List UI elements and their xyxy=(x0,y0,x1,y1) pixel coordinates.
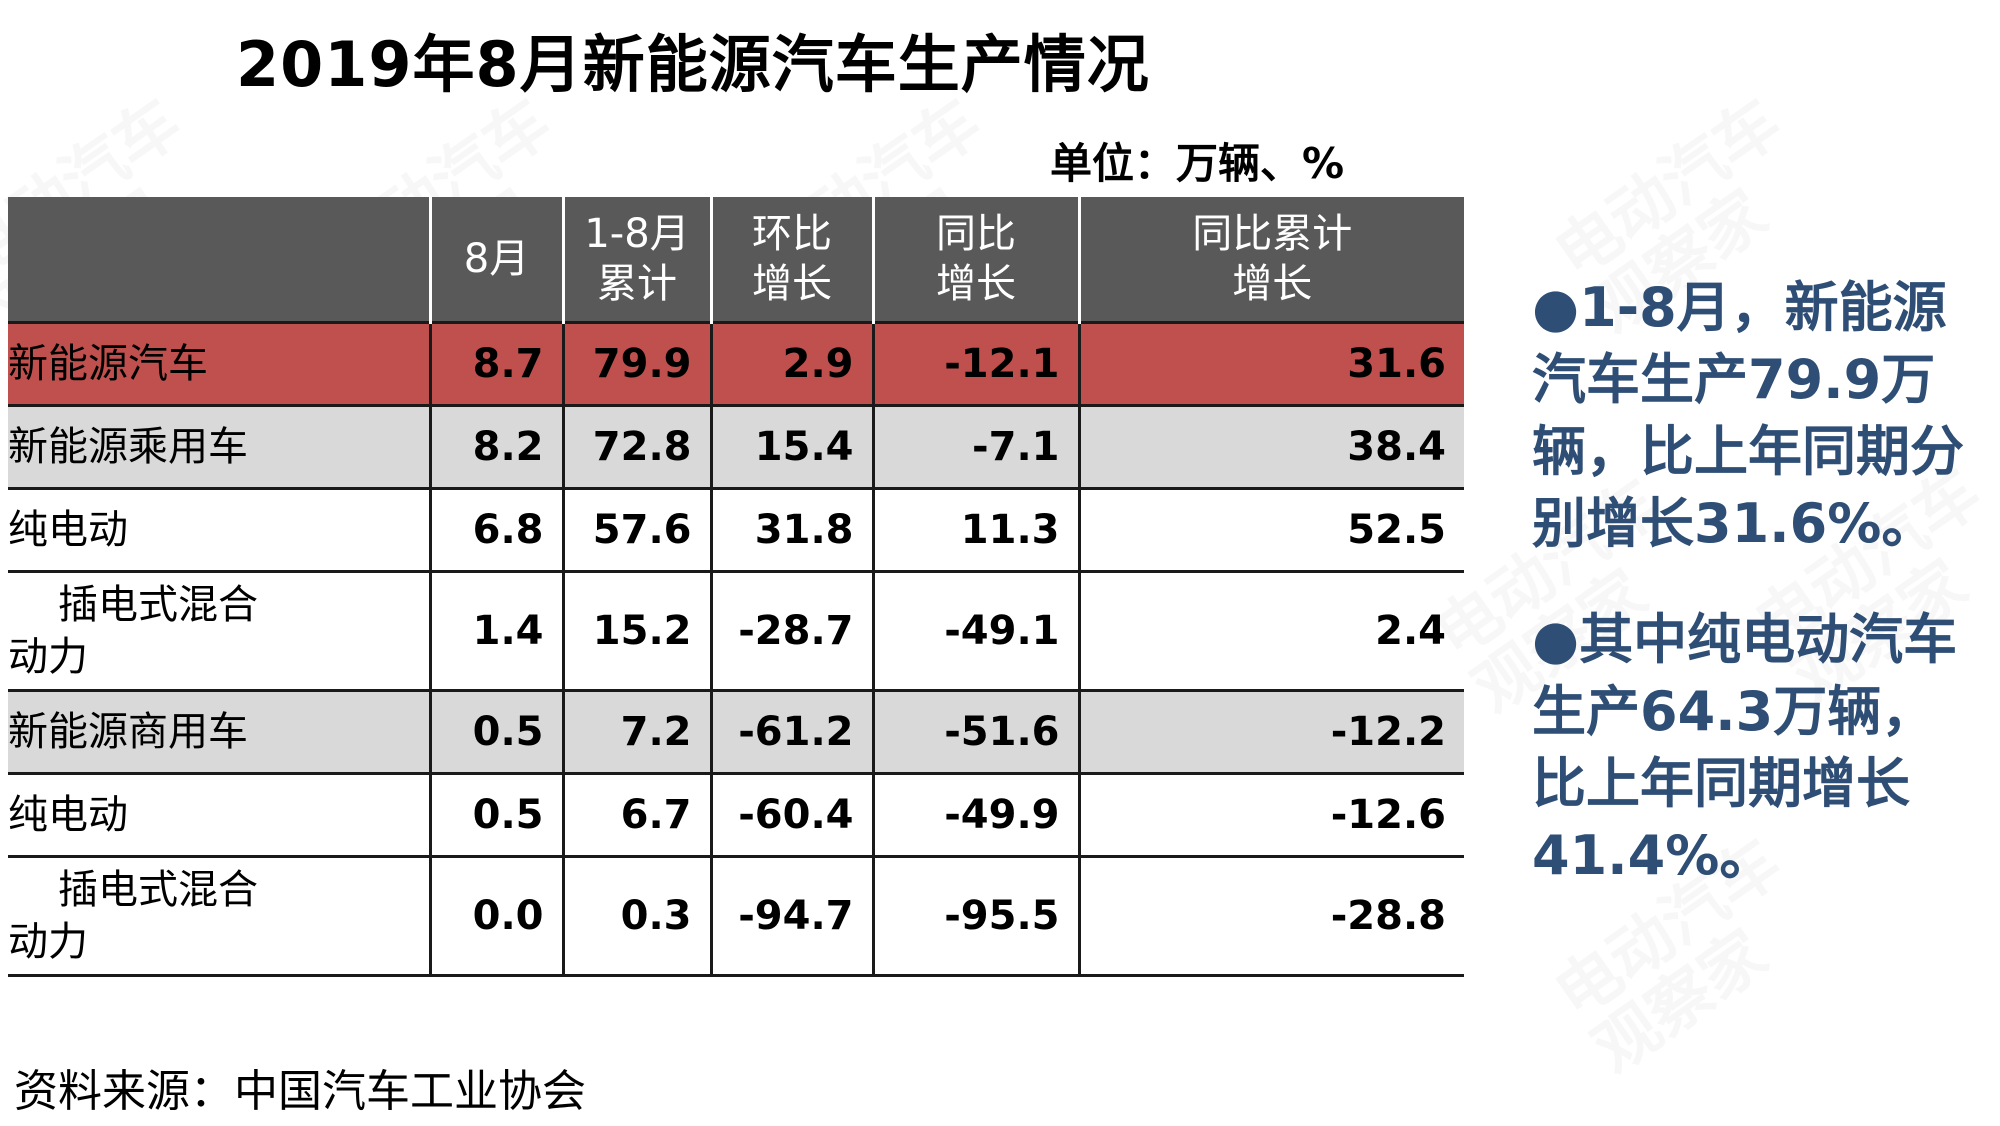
page-title: 2019年8月新能源汽车生产情况 xyxy=(236,28,1150,101)
summary-note: ●1-8月，新能源汽车生产79.9万辆，比上年同期分别增长31.6%。 xyxy=(1532,276,1964,555)
cell-yoy-cumulative: 52.5 xyxy=(1077,487,1464,572)
table-row: 新能源乘用车 8.2 72.8 15.4 -7.1 38.4 xyxy=(8,404,1464,489)
cell-mom: 15.4 xyxy=(709,404,873,489)
summary-notes: ●1-8月，新能源汽车生产79.9万辆，比上年同期分别增长31.6%。 ●其中纯… xyxy=(1532,272,1972,936)
cell-yoy: -51.6 xyxy=(871,689,1079,774)
header-month: 8月 xyxy=(428,197,563,323)
cell-cumulative: 0.3 xyxy=(561,855,711,977)
cell-yoy-cumulative: 38.4 xyxy=(1077,404,1464,489)
cell-cumulative: 57.6 xyxy=(561,487,711,572)
cell-yoy-cumulative: 2.4 xyxy=(1077,570,1464,691)
cell-yoy: -12.1 xyxy=(871,321,1079,406)
header-mom-growth: 环比 增长 xyxy=(709,197,873,323)
cell-cumulative: 6.7 xyxy=(561,772,711,857)
table-row: 插电式混合 动力 0.0 0.3 -94.7 -95.5 -28.8 xyxy=(8,855,1464,977)
table-header: 8月 1-8月 累计 环比 增长 同比 增长 同比累计 增长 xyxy=(8,197,1464,323)
header-category xyxy=(8,197,430,323)
cell-month: 1.4 xyxy=(428,570,563,691)
cell-month: 0.5 xyxy=(428,772,563,857)
cell-mom: -28.7 xyxy=(709,570,873,691)
cell-yoy-cumulative: -28.8 xyxy=(1077,855,1464,977)
row-label: 新能源商用车 xyxy=(8,689,430,774)
cell-cumulative: 72.8 xyxy=(561,404,711,489)
row-label: 插电式混合 动力 xyxy=(8,570,430,691)
row-label: 纯电动 xyxy=(8,487,430,572)
row-label: 新能源乘用车 xyxy=(8,404,430,489)
source-note: 资料来源：中国汽车工业协会 xyxy=(14,1066,586,1117)
cell-mom: 31.8 xyxy=(709,487,873,572)
row-label: 新能源汽车 xyxy=(8,321,430,406)
table-row: 纯电动 6.8 57.6 31.8 11.3 52.5 xyxy=(8,487,1464,572)
cell-mom: -60.4 xyxy=(709,772,873,857)
cell-mom: 2.9 xyxy=(709,321,873,406)
table-row: 新能源商用车 0.5 7.2 -61.2 -51.6 -12.2 xyxy=(8,689,1464,774)
cell-month: 0.5 xyxy=(428,689,563,774)
table-row: 纯电动 0.5 6.7 -60.4 -49.9 -12.6 xyxy=(8,772,1464,857)
cell-cumulative: 7.2 xyxy=(561,689,711,774)
cell-yoy: -7.1 xyxy=(871,404,1079,489)
cell-yoy-cumulative: 31.6 xyxy=(1077,321,1464,406)
header-yoy-cumulative-growth: 同比累计 增长 xyxy=(1077,197,1464,323)
cell-mom: -61.2 xyxy=(709,689,873,774)
cell-month: 8.7 xyxy=(428,321,563,406)
header-cumulative: 1-8月 累计 xyxy=(561,197,711,323)
cell-month: 6.8 xyxy=(428,487,563,572)
production-table: 8月 1-8月 累计 环比 增长 同比 增长 同比累计 增长 新能源汽车 8.7 79.… xyxy=(8,197,1464,977)
cell-month: 0.0 xyxy=(428,855,563,977)
cell-yoy: -49.9 xyxy=(871,772,1079,857)
summary-note: ●其中纯电动汽车生产64.3万辆，比上年同期增长41.4%。 xyxy=(1532,608,1958,887)
cell-yoy: -95.5 xyxy=(871,855,1079,977)
unit-label: 单位：万辆、% xyxy=(1050,139,1345,188)
table-row: 插电式混合 动力 1.4 15.2 -28.7 -49.1 2.4 xyxy=(8,570,1464,691)
cell-month: 8.2 xyxy=(428,404,563,489)
cell-mom: -94.7 xyxy=(709,855,873,977)
cell-yoy: -49.1 xyxy=(871,570,1079,691)
cell-cumulative: 15.2 xyxy=(561,570,711,691)
cell-yoy: 11.3 xyxy=(871,487,1079,572)
row-label: 插电式混合 动力 xyxy=(8,855,430,977)
cell-cumulative: 79.9 xyxy=(561,321,711,406)
cell-yoy-cumulative: -12.6 xyxy=(1077,772,1464,857)
cell-yoy-cumulative: -12.2 xyxy=(1077,689,1464,774)
header-yoy-growth: 同比 增长 xyxy=(871,197,1079,323)
table-row: 新能源汽车 8.7 79.9 2.9 -12.1 31.6 xyxy=(8,321,1464,406)
row-label: 纯电动 xyxy=(8,772,430,857)
